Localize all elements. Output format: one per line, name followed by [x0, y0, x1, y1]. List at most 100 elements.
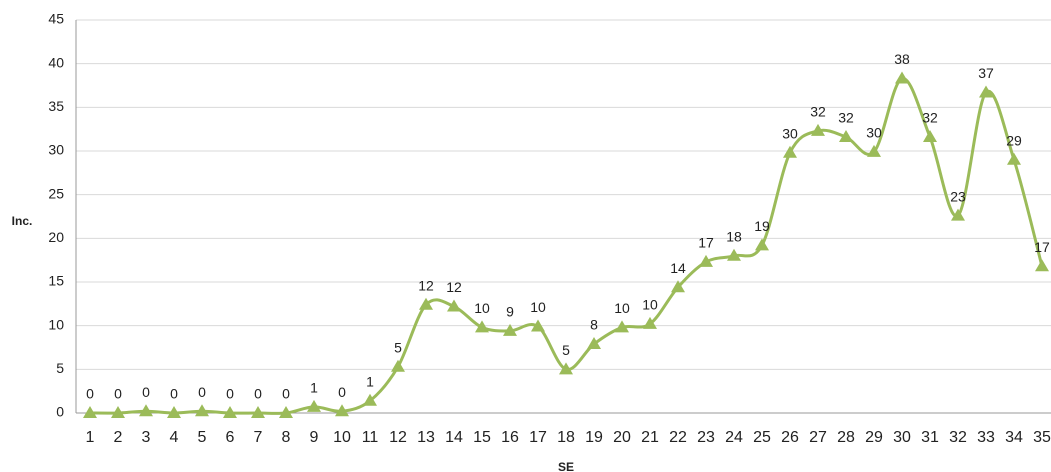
marker: [671, 280, 685, 293]
x-tick-label: 33: [977, 429, 995, 446]
y-tick-label: 20: [48, 229, 64, 245]
marker: [335, 404, 349, 417]
data-label: 10: [530, 299, 546, 315]
data-label: 0: [226, 386, 234, 402]
y-tick-label: 0: [56, 404, 64, 420]
data-label: 23: [950, 188, 966, 204]
x-tick-label: 20: [613, 429, 631, 446]
y-tick-label: 5: [56, 360, 64, 376]
data-label: 0: [142, 384, 150, 400]
data-label: 0: [254, 386, 262, 402]
data-label: 1: [366, 373, 374, 389]
marker: [699, 254, 713, 267]
data-label: 32: [922, 110, 938, 126]
marker: [195, 404, 209, 417]
marker: [559, 362, 573, 375]
x-tick-label: 31: [921, 429, 939, 446]
x-tick-label: 2: [114, 429, 123, 446]
x-tick-label: 30: [893, 429, 911, 446]
marker: [1035, 259, 1049, 272]
data-label: 8: [590, 317, 598, 333]
data-label: 0: [282, 386, 290, 402]
x-axis-title: SE: [558, 460, 574, 472]
y-axis-title: Inc.: [12, 214, 33, 228]
x-tick-label: 19: [585, 429, 603, 446]
x-tick-label: 4: [170, 429, 179, 446]
data-label: 0: [338, 384, 346, 400]
marker: [895, 71, 909, 84]
data-label: 12: [418, 277, 434, 293]
marker: [447, 299, 461, 312]
data-label: 17: [698, 235, 714, 251]
data-label: 0: [114, 386, 122, 402]
data-label: 38: [894, 51, 910, 67]
x-tick-label: 34: [1005, 429, 1023, 446]
data-label: 17: [1034, 239, 1050, 255]
marker: [167, 406, 181, 418]
marker: [923, 130, 937, 143]
data-label: 10: [614, 300, 630, 316]
x-tick-label: 32: [949, 429, 967, 446]
x-tick-label: 23: [697, 429, 715, 446]
data-label: 0: [170, 386, 178, 402]
data-label: 30: [866, 125, 882, 141]
x-tick-label: 29: [865, 429, 883, 446]
x-tick-label: 7: [254, 429, 263, 446]
x-tick-label: 8: [282, 429, 291, 446]
x-tick-label: 35: [1033, 429, 1051, 446]
data-label: 29: [1006, 132, 1022, 148]
x-tick-label: 6: [226, 429, 235, 446]
marker: [615, 320, 629, 333]
data-label: 10: [642, 297, 658, 313]
x-tick-label: 14: [445, 429, 463, 446]
y-tick-label: 35: [48, 98, 64, 114]
marker: [83, 406, 97, 418]
x-tick-label: 15: [473, 429, 491, 446]
marker: [391, 359, 405, 372]
x-tick-label: 10: [333, 429, 351, 446]
marker: [755, 238, 769, 251]
marker: [587, 337, 601, 350]
y-tick-label: 30: [48, 142, 64, 158]
x-tick-label: 17: [529, 429, 547, 446]
x-tick-label: 12: [389, 429, 407, 446]
marker: [363, 393, 377, 406]
y-tick-label: 25: [48, 185, 64, 201]
y-tick-label: 15: [48, 273, 64, 289]
x-tick-label: 21: [641, 429, 659, 446]
marker: [139, 404, 153, 417]
marker: [475, 320, 489, 333]
data-label: 10: [474, 300, 490, 316]
x-tick-label: 9: [310, 429, 319, 446]
x-tick-label: 13: [417, 429, 435, 446]
x-tick-label: 5: [198, 429, 207, 446]
x-tick-label: 3: [142, 429, 151, 446]
marker: [279, 406, 293, 418]
marker: [643, 316, 657, 329]
marker: [839, 130, 853, 143]
x-tick-label: 11: [362, 429, 379, 446]
x-tick-label: 18: [557, 429, 575, 446]
data-label: 1: [310, 380, 318, 396]
marker: [531, 319, 545, 332]
x-tick-label: 28: [837, 429, 855, 446]
marker: [979, 85, 993, 98]
marker: [223, 406, 237, 418]
marker: [951, 208, 965, 221]
marker: [419, 297, 433, 310]
y-tick-label: 10: [48, 316, 64, 332]
y-tick-label: 40: [48, 54, 64, 70]
data-label: 9: [506, 304, 514, 320]
marker: [783, 145, 797, 158]
data-label: 5: [562, 342, 570, 358]
data-label: 5: [394, 339, 402, 355]
marker: [251, 406, 265, 418]
marker: [503, 323, 517, 336]
marker: [867, 144, 881, 157]
marker: [111, 406, 125, 418]
x-tick-label: 26: [781, 429, 799, 446]
data-label: 19: [754, 218, 770, 234]
data-label: 0: [86, 386, 94, 402]
data-label: 12: [446, 279, 462, 295]
